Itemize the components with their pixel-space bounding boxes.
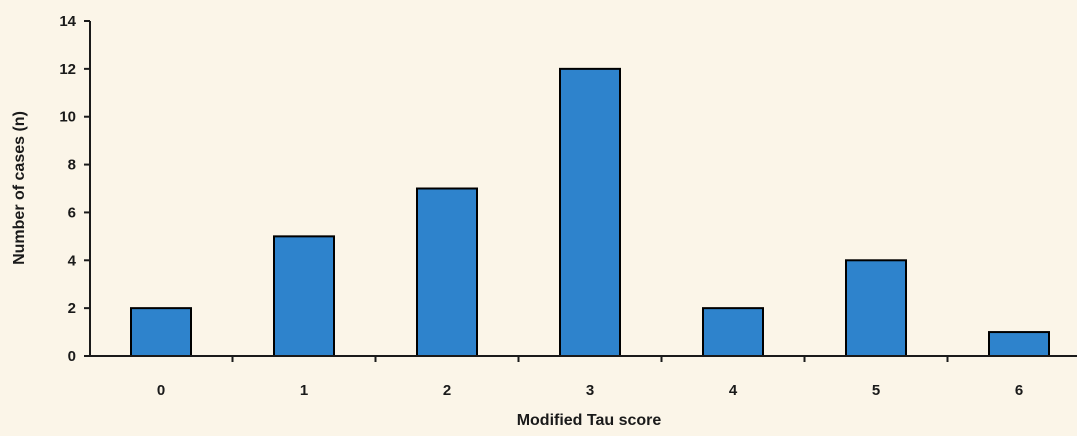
y-tick-label-6: 6 (68, 204, 76, 221)
y-tick-label-4: 4 (68, 252, 77, 269)
x-tick-label-1: 1 (300, 382, 308, 399)
bar-5 (845, 259, 907, 357)
y-tick-label-14: 14 (59, 13, 76, 30)
y-tick-label-12: 12 (59, 61, 76, 78)
bar-4 (702, 307, 764, 357)
y-tick-label-10: 10 (59, 109, 76, 126)
axes-layer (84, 20, 1077, 362)
x-tick-label-6: 6 (1015, 382, 1023, 399)
y-tick-label-0: 0 (68, 348, 76, 365)
bar-3 (559, 67, 621, 357)
x-tick-label-5: 5 (872, 382, 880, 399)
bar-0 (130, 307, 192, 357)
bars-layer (130, 67, 1050, 358)
bar-1 (273, 235, 335, 358)
bar-2 (416, 187, 478, 357)
x-tick-label-0: 0 (157, 382, 165, 399)
y-axis-title: Number of cases (n) (11, 111, 28, 265)
x-tick-label-4: 4 (729, 382, 738, 399)
x-axis-title: Modified Tau score (517, 412, 662, 429)
y-tick-label-8: 8 (68, 157, 76, 174)
y-tick-label-2: 2 (68, 300, 76, 317)
x-tick-label-2: 2 (443, 382, 451, 399)
x-tick-label-3: 3 (586, 382, 594, 399)
bar-6 (988, 331, 1050, 358)
